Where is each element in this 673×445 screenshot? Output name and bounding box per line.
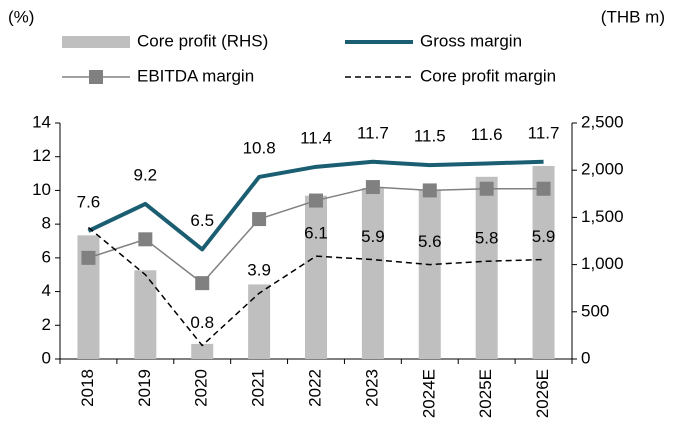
data-label: 10.8 — [243, 138, 276, 157]
y2-tick-label: 2,000 — [581, 160, 624, 179]
marker — [422, 183, 437, 198]
bar — [475, 176, 498, 359]
bar — [418, 190, 441, 359]
bar — [191, 343, 214, 359]
marker — [536, 181, 551, 196]
x-tick-label: 2024E — [419, 369, 438, 418]
data-label: 11.6 — [471, 125, 503, 144]
y-tick-label: 8 — [42, 214, 51, 233]
y-tick-label: 0 — [42, 348, 51, 367]
bar — [77, 235, 100, 359]
data-label: 5.9 — [361, 227, 385, 246]
x-tick-label: 2023 — [362, 369, 381, 407]
line — [87, 159, 544, 252]
x-tick-label: 2019 — [135, 369, 154, 407]
data-label: 5.9 — [532, 227, 556, 246]
data-label: 6.1 — [304, 224, 328, 243]
marker — [479, 181, 494, 196]
x-tick-label: 2026E — [533, 369, 552, 418]
line — [87, 226, 544, 347]
y-tick-label: 14 — [32, 112, 51, 131]
data-label: 3.9 — [247, 261, 271, 280]
y-tick-label: 4 — [42, 281, 51, 300]
data-label: 11.7 — [528, 123, 560, 142]
legend-label: EBITDA margin — [137, 66, 254, 85]
marker — [138, 232, 153, 247]
marker — [252, 212, 267, 227]
y2-tick-label: 0 — [581, 348, 590, 367]
bar — [532, 165, 555, 359]
marker — [195, 276, 210, 291]
y-axis-label: (%) — [8, 7, 34, 26]
bar — [134, 270, 157, 359]
y-tick-label: 6 — [42, 247, 51, 266]
y2-tick-label: 1,000 — [581, 254, 624, 273]
marker — [365, 180, 380, 195]
data-label: 0.8 — [190, 313, 214, 332]
y2-tick-label: 2,500 — [581, 112, 624, 131]
y2-axis-label: (THB m) — [601, 7, 665, 26]
marker — [309, 193, 323, 208]
x-tick-label: 2018 — [78, 369, 97, 407]
x-tick-label: 2025E — [476, 369, 495, 418]
y-tick-label: 2 — [42, 315, 51, 334]
data-label: 11.4 — [300, 128, 332, 147]
legend-label: Gross margin — [420, 31, 522, 50]
y2-tick-label: 500 — [581, 301, 609, 320]
data-label: 9.2 — [134, 165, 158, 184]
data-label: 5.8 — [475, 229, 499, 248]
data-label: 5.6 — [418, 232, 442, 251]
legend-label: Core profit (RHS) — [137, 31, 268, 50]
legend-marker — [89, 70, 103, 84]
y2-tick-label: 1,500 — [581, 207, 624, 226]
data-label: 11.7 — [357, 123, 389, 142]
y-tick-label: 12 — [32, 146, 51, 165]
bar — [305, 195, 327, 359]
x-tick-label: 2021 — [249, 369, 268, 407]
data-label: 6.5 — [190, 211, 214, 230]
bar — [361, 188, 384, 359]
marker — [81, 250, 96, 265]
legend-swatch — [62, 36, 130, 48]
data-label: 11.5 — [414, 127, 446, 146]
x-tick-label: 2022 — [305, 369, 324, 407]
x-tick-label: 2020 — [192, 369, 211, 407]
y-tick-label: 10 — [32, 180, 51, 199]
bar — [248, 284, 271, 359]
data-label: 7.6 — [77, 192, 101, 211]
legend-label: Core profit margin — [420, 66, 556, 85]
